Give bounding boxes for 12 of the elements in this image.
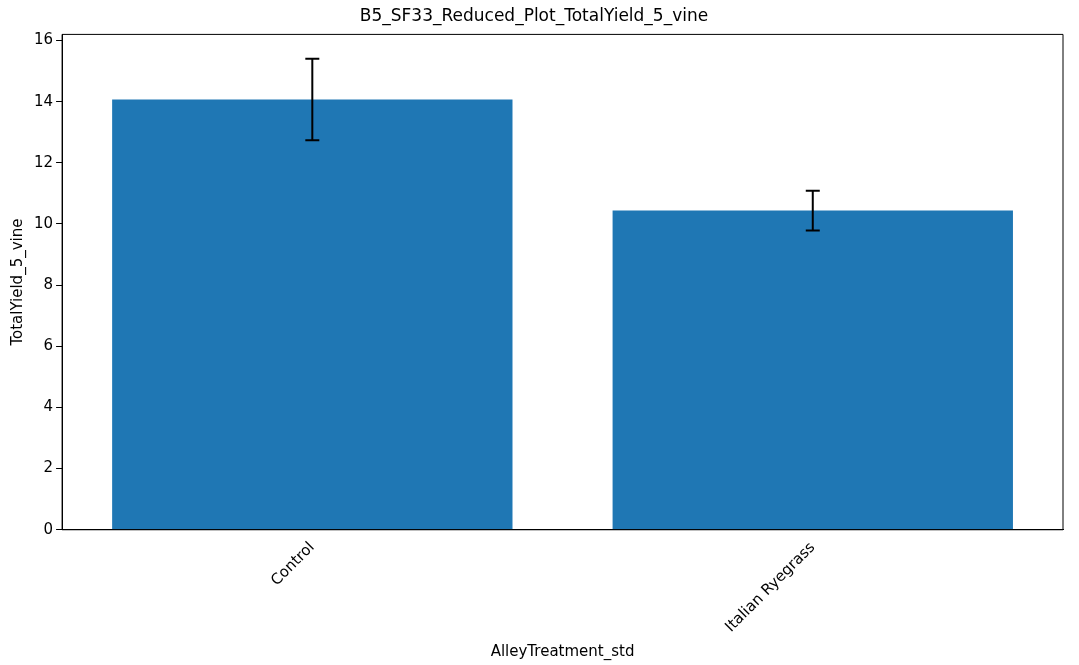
- y-tick-label: 6: [43, 336, 54, 355]
- y-tick-label: 14: [33, 91, 54, 110]
- y-tick-label: 0: [43, 519, 54, 538]
- chart-title: B5_SF33_Reduced_Plot_TotalYield_5_vine: [359, 4, 709, 26]
- y-tick-label: 10: [33, 213, 54, 232]
- y-tick-label: 2: [43, 458, 54, 477]
- y-tick-label: 8: [43, 275, 54, 294]
- y-tick-label: 12: [33, 152, 54, 171]
- y-tick-label: 16: [33, 30, 54, 49]
- y-axis-title: TotalYield_5_vine: [7, 218, 27, 347]
- x-axis-title: AlleyTreatment_std: [490, 641, 635, 661]
- y-tick-label: 4: [43, 397, 54, 416]
